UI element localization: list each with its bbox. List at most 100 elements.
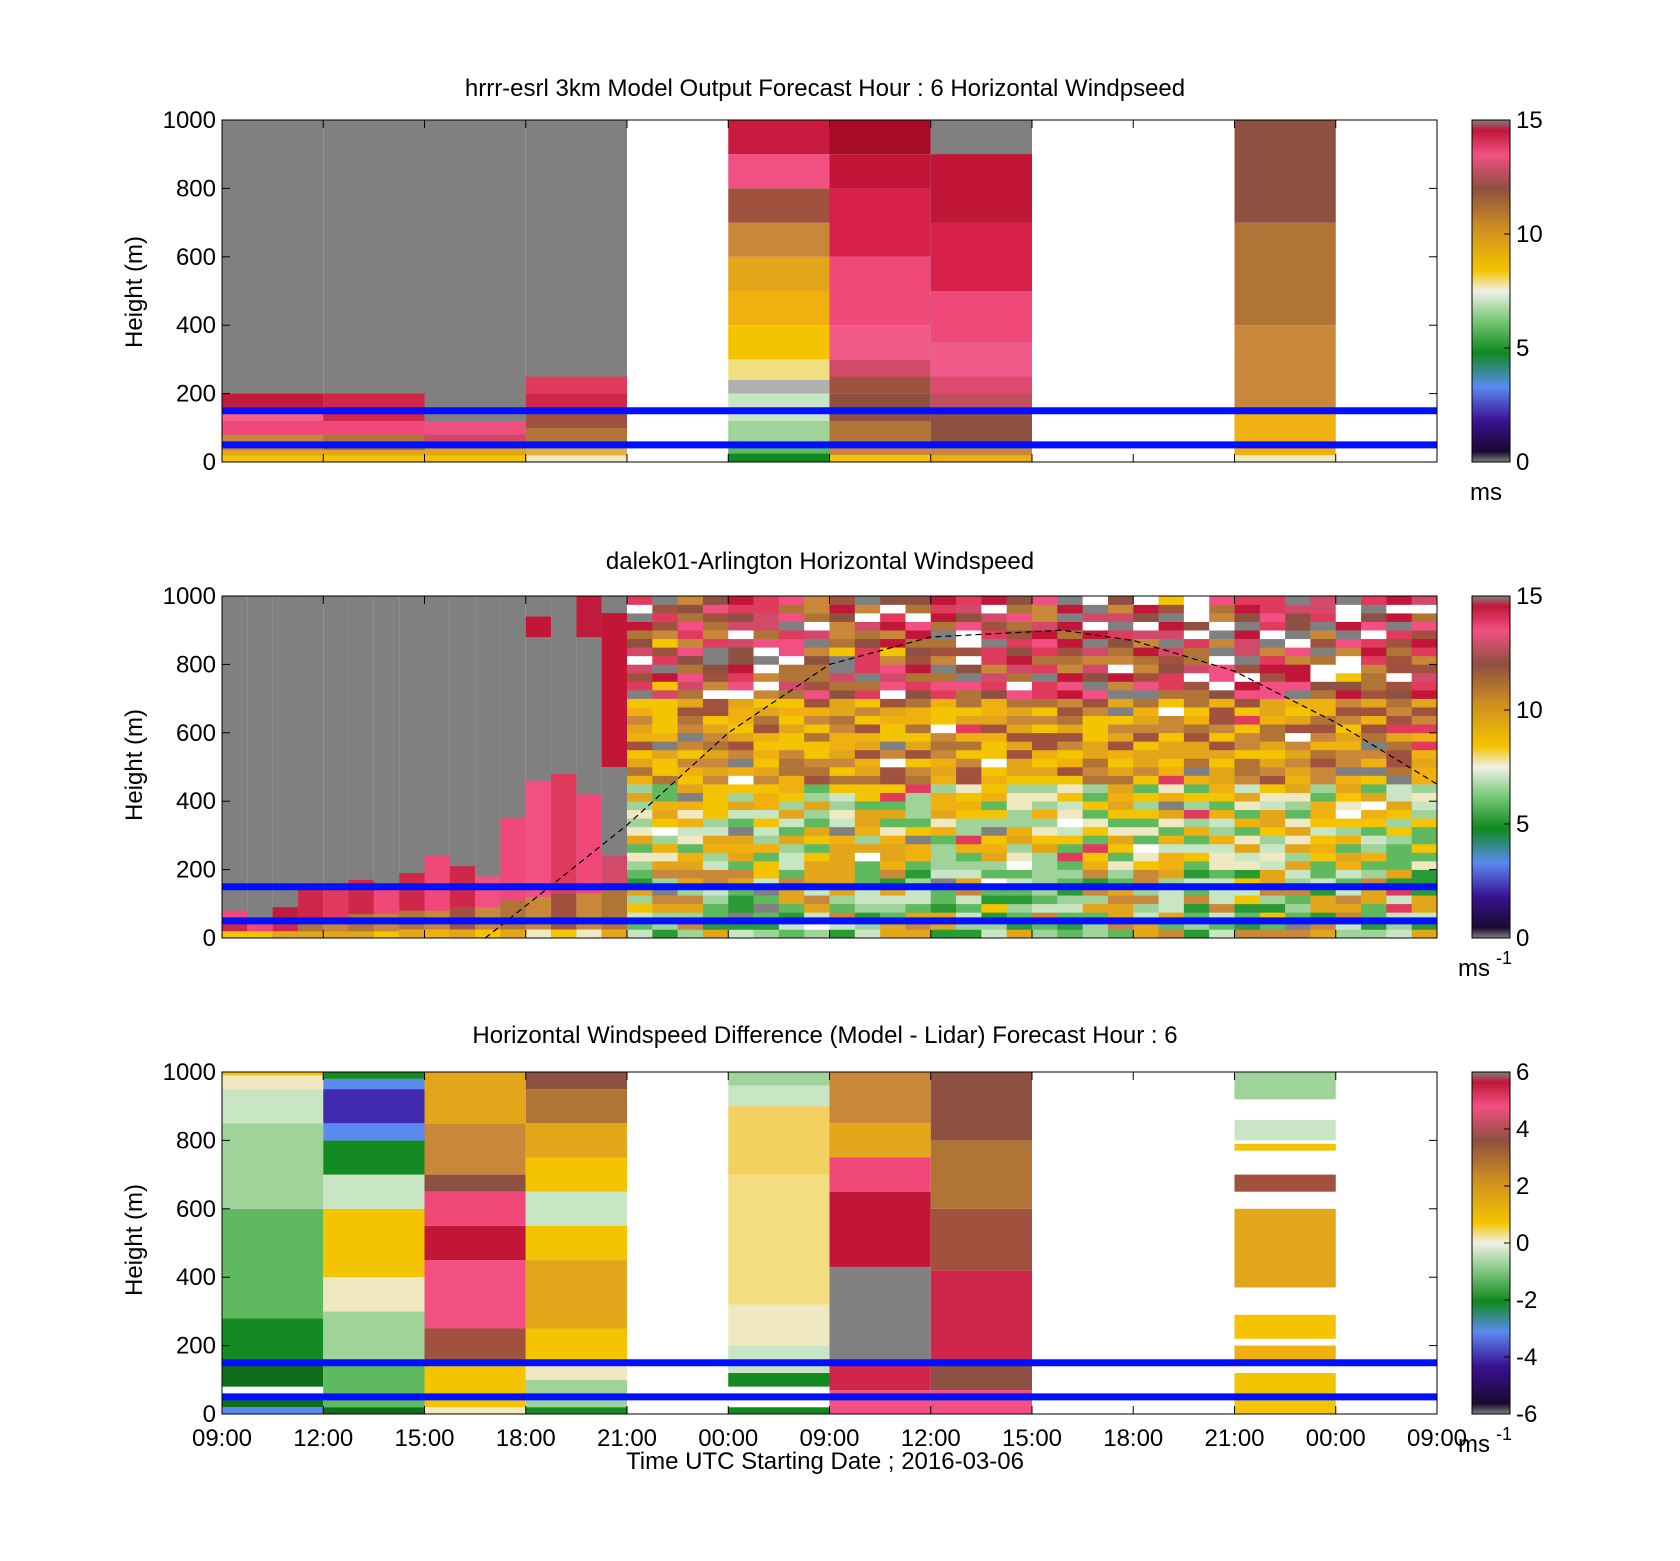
column-15-segment-3 [601, 613, 627, 767]
lidar-cell [1361, 920, 1387, 930]
lidar-cell [981, 929, 1007, 939]
column-3-segment-3 [525, 1328, 627, 1363]
lidar-cell [1411, 775, 1438, 785]
lidar-cell [930, 809, 957, 819]
lidar-cell [1411, 878, 1438, 887]
lidar-cell [829, 809, 856, 819]
lidar-cell [804, 801, 830, 811]
lidar-cell [1361, 826, 1387, 836]
lidar-cell [1285, 664, 1311, 674]
lidar-cell [1310, 920, 1337, 930]
lidar-cell [804, 707, 830, 716]
lidar-cell [1335, 809, 1362, 819]
lidar-cell [1133, 878, 1159, 887]
colorbar-tick-label: -6 [1516, 1401, 1537, 1428]
lidar-cell [702, 878, 729, 887]
lidar-cell [1361, 835, 1387, 845]
lidar-cell [1032, 621, 1058, 631]
lidar-cell [1335, 869, 1362, 879]
panel-difference-ylabel: Height (m) [121, 1184, 148, 1296]
lidar-cell [981, 826, 1007, 836]
lidar-cell [652, 792, 678, 802]
column-1-segment-0 [247, 931, 273, 938]
lidar-cell [677, 801, 704, 811]
lidar-cell [1411, 758, 1438, 768]
lidar-cell [728, 843, 754, 853]
lidar-cell [1158, 912, 1185, 922]
lidar-cell [1006, 861, 1033, 870]
lidar-cell [652, 758, 678, 768]
lidar-cell [1361, 792, 1387, 802]
lidar-cell [804, 767, 830, 776]
lidar-cell [1209, 681, 1235, 691]
lidar-cell [1032, 809, 1058, 819]
lidar-cell [1259, 630, 1286, 640]
column-4-segment-11 [728, 154, 830, 189]
lidar-cell [677, 715, 704, 725]
lidar-cell [1259, 698, 1286, 708]
lidar-cell [981, 792, 1007, 802]
lidar-cell [1183, 792, 1210, 802]
lidar-cell [702, 852, 729, 862]
lidar-cell [854, 801, 881, 811]
column-3-segment-4 [525, 393, 627, 411]
lidar-cell [627, 664, 653, 674]
lidar-cell [930, 826, 957, 836]
lidar-cell [627, 861, 653, 870]
lidar-cell [627, 749, 653, 759]
column-5-segment-5 [829, 359, 931, 377]
lidar-cell [1411, 741, 1438, 751]
lidar-cell [1335, 681, 1362, 691]
lidar-cell [1234, 621, 1261, 631]
lidar-cell [778, 852, 805, 862]
lidar-cell [930, 835, 957, 845]
lidar-cell [778, 749, 805, 759]
lidar-cell [1411, 767, 1438, 776]
lidar-cell [1183, 621, 1210, 631]
lidar-cell [880, 741, 906, 751]
lidar-cell [1032, 912, 1058, 922]
column-1-segment-9 [323, 1078, 425, 1090]
lidar-cell [1158, 613, 1185, 622]
colorbar-tick-label: 5 [1516, 811, 1529, 838]
lidar-cell [1386, 741, 1412, 751]
lidar-cell [1107, 920, 1134, 930]
lidar-cell [880, 647, 906, 657]
lidar-cell [829, 767, 856, 776]
lidar-cell [829, 920, 856, 930]
lidar-cell [1310, 596, 1337, 605]
lidar-cell [702, 638, 729, 648]
lidar-cell [677, 672, 704, 682]
lidar-cell [804, 929, 830, 939]
lidar-cell [1158, 604, 1185, 614]
lidar-cell [981, 861, 1007, 870]
lidar-cell [778, 929, 805, 939]
lidar-cell [1335, 895, 1362, 905]
lidar-cell [1107, 655, 1134, 665]
panel-lidar-title: dalek01-Arlington Horizontal Windspeed [606, 548, 1034, 575]
lidar-cell [1285, 741, 1311, 751]
lidar-cell [1158, 655, 1185, 665]
lidar-cell [1032, 613, 1058, 622]
lidar-cell [829, 818, 856, 828]
lidar-cell [1082, 775, 1109, 785]
lidar-cell [728, 724, 754, 734]
lidar-cell [1335, 818, 1362, 828]
lidar-cell [1133, 604, 1159, 614]
lidar-cell [1335, 826, 1362, 836]
column-7-segment-2 [1234, 325, 1336, 411]
lidar-cell [728, 715, 754, 725]
lidar-cell [1082, 707, 1109, 716]
lidar-cell [1082, 698, 1109, 708]
lidar-cell [1234, 903, 1261, 913]
column-5-segment-6 [829, 325, 931, 360]
lidar-cell [1209, 912, 1235, 922]
lidar-cell [829, 596, 856, 605]
lidar-cell [854, 741, 881, 751]
lidar-cell [753, 604, 780, 614]
lidar-cell [1107, 681, 1134, 691]
xtick-label: 15:00 [1002, 1425, 1062, 1452]
lidar-cell [677, 724, 704, 734]
lidar-cell [804, 835, 830, 845]
lidar-cell [778, 886, 805, 896]
